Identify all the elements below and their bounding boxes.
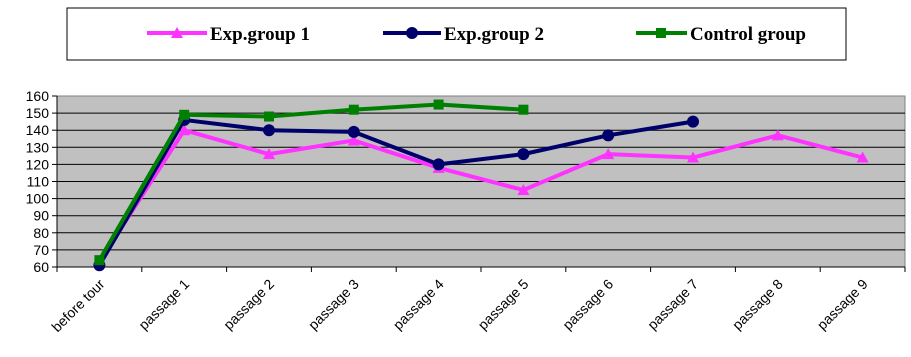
y-tick-label: 70: [33, 242, 49, 258]
data-point-control-group: [433, 99, 444, 110]
data-point-exp-group-2: [432, 158, 445, 171]
x-tick-label: passage 4: [390, 276, 447, 333]
y-tick-label: 80: [33, 225, 49, 241]
data-point-control-group: [94, 255, 105, 266]
data-point-exp-group-1: [687, 151, 699, 163]
data-point-exp-group-2: [517, 148, 530, 161]
y-tick-label: 100: [26, 191, 50, 207]
y-tick-label: 150: [26, 105, 50, 121]
y-tick-label: 110: [27, 174, 50, 190]
x-tick-label: passage 8: [729, 276, 786, 333]
x-tick-label: passage 7: [644, 276, 701, 333]
x-tick-label: passage 9: [814, 276, 871, 333]
data-point-control-group: [179, 109, 190, 120]
data-point-control-group: [518, 104, 529, 115]
legend-entry-exp-group-1: Exp.group 1: [147, 24, 310, 45]
legend-marker-exp-group-2: [406, 27, 418, 39]
gridlines: [57, 112, 905, 251]
legend-entry-control-group: Control group: [636, 24, 806, 45]
y-tick-label: 60: [33, 259, 49, 275]
x-tick-label: passage 2: [220, 276, 277, 333]
x-tick-label: passage 6: [559, 276, 616, 333]
x-tick-label: before tour: [48, 276, 107, 335]
legend-label-exp-group-2: Exp.group 2: [444, 24, 544, 45]
data-point-exp-group-2: [347, 125, 360, 138]
data-point-exp-group-1: [856, 151, 869, 163]
series-line-exp-group-2: [97, 117, 694, 267]
data-point-exp-group-2: [602, 129, 615, 142]
data-point-exp-group-1: [178, 124, 191, 136]
legend-marker-exp-group-1: [171, 27, 183, 38]
y-tick-label: 90: [33, 208, 49, 224]
y-tick-label: 130: [26, 139, 50, 155]
legend-entry-exp-group-2: Exp.group 2: [383, 24, 544, 45]
x-tick-label: passage 5: [475, 276, 532, 333]
data-point-exp-group-1: [517, 184, 530, 196]
x-tick-label: passage 3: [305, 276, 362, 333]
legend-label-control-group: Control group: [690, 24, 806, 45]
y-tick-label: 120: [26, 156, 50, 172]
data-point-exp-group-2: [687, 115, 699, 128]
data-point-control-group: [264, 111, 274, 122]
data-point-exp-group-1: [347, 134, 360, 146]
y-tick-label: 140: [26, 122, 50, 138]
data-point-exp-group-1: [771, 129, 784, 141]
data-point-exp-group-1: [602, 148, 615, 160]
data-point-exp-group-2: [263, 124, 275, 137]
legend-marker-control-group: [656, 28, 666, 38]
series-line-control-group: [97, 102, 524, 262]
series-layer: [93, 99, 869, 272]
series-line-exp-group-1: [97, 128, 864, 263]
data-point-control-group: [348, 104, 359, 115]
x-tick-label: passage 1: [135, 276, 192, 333]
data-point-exp-group-1: [263, 148, 275, 160]
y-tick-label: 160: [26, 88, 50, 104]
legend: Exp.group 1 Exp.group 2 Control group: [66, 7, 847, 61]
legend-label-exp-group-1: Exp.group 1: [210, 24, 310, 45]
